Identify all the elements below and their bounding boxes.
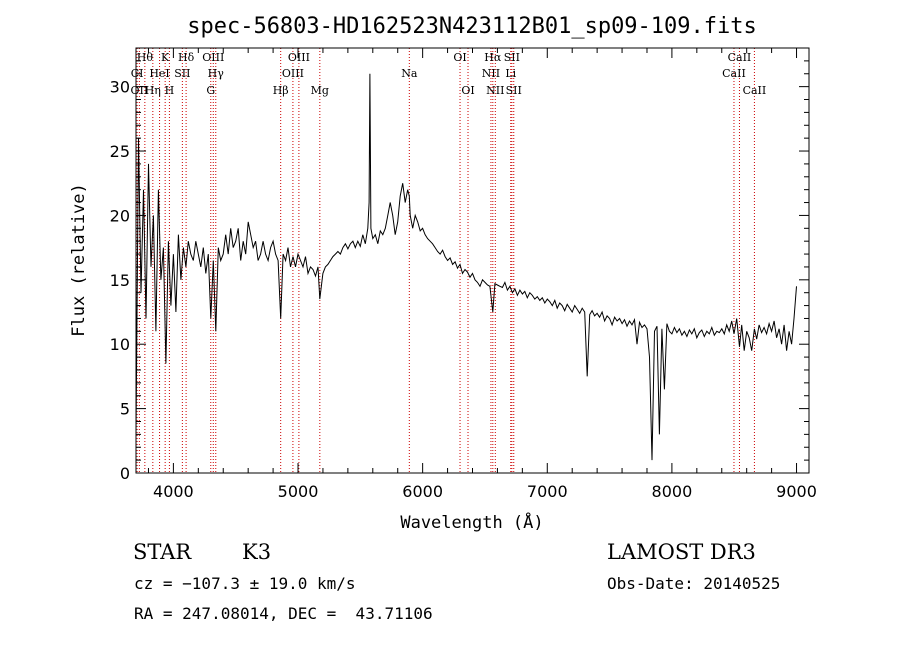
line-label: Hγ bbox=[208, 67, 225, 80]
line-label: H bbox=[165, 84, 175, 97]
y-tick-label: 20 bbox=[110, 206, 130, 225]
line-label: SII bbox=[504, 51, 520, 64]
line-label: SII bbox=[174, 67, 190, 80]
line-label: Hθ bbox=[137, 51, 154, 64]
line-label: Na bbox=[401, 67, 418, 80]
line-label: Mg bbox=[311, 84, 329, 97]
line-label: OII bbox=[131, 84, 149, 97]
line-label: NII bbox=[486, 84, 504, 97]
x-tick-label: 7000 bbox=[527, 482, 568, 501]
x-axis-ticks: 4000 5000 6000 7000 8000 9000 bbox=[147, 48, 817, 501]
obs-date: Obs-Date: 20140525 bbox=[607, 574, 781, 593]
line-label: OIII bbox=[282, 67, 304, 80]
object-subclass: K3 bbox=[242, 540, 272, 564]
redshift-readout: cz = −107.3 ± 19.0 km/s bbox=[134, 574, 356, 593]
y-tick-label: 0 bbox=[120, 464, 130, 483]
line-label: CaII bbox=[728, 51, 752, 64]
x-tick-label: 9000 bbox=[776, 482, 817, 501]
plot-frame bbox=[135, 47, 810, 474]
object-class: STAR bbox=[133, 540, 192, 564]
x-tick-label: 5000 bbox=[278, 482, 319, 501]
x-tick-label: 4000 bbox=[153, 482, 194, 501]
line-label: OI bbox=[453, 51, 466, 64]
line-label: CaII bbox=[743, 84, 767, 97]
y-tick-label: 30 bbox=[110, 78, 130, 97]
y-tick-label: 25 bbox=[110, 142, 130, 161]
emission-line-labels: CIOIIHθHηHeIKHSIIHδGOIIIHγHβOIIIOIIIMgNa… bbox=[131, 51, 767, 97]
survey-name: LAMOST DR3 bbox=[607, 540, 756, 564]
y-axis-ticks: 0 5 10 15 20 25 30 bbox=[110, 60, 809, 483]
emission-line-markers bbox=[136, 48, 755, 473]
line-label: K bbox=[161, 51, 170, 64]
y-tick-label: 10 bbox=[110, 335, 130, 354]
line-label: Hη bbox=[145, 84, 161, 97]
line-label: Hα bbox=[484, 51, 502, 64]
x-tick-label: 6000 bbox=[402, 482, 443, 501]
line-label: OIII bbox=[288, 51, 310, 64]
line-label: Hβ bbox=[273, 84, 289, 97]
line-label: CaII bbox=[722, 67, 746, 80]
spectrum-line bbox=[135, 73, 797, 461]
y-axis-label: Flux (relative) bbox=[69, 183, 89, 337]
line-label: HeI bbox=[149, 67, 169, 80]
x-tick-label: 8000 bbox=[652, 482, 693, 501]
line-label: Li bbox=[505, 67, 516, 80]
chart-title: spec-56803-HD162523N423112B01_sp09-109.f… bbox=[187, 14, 757, 39]
line-label: NII bbox=[482, 67, 500, 80]
line-label: G bbox=[206, 84, 215, 97]
line-label: SII bbox=[506, 84, 522, 97]
y-tick-label: 15 bbox=[110, 271, 130, 290]
x-axis-label: Wavelength (Å) bbox=[400, 511, 543, 533]
y-tick-label: 5 bbox=[120, 400, 130, 419]
line-label: Hδ bbox=[178, 51, 195, 64]
coordinates: RA = 247.08014, DEC = 43.71106 bbox=[134, 604, 433, 623]
line-label: OIII bbox=[202, 51, 224, 64]
line-label: OI bbox=[461, 84, 474, 97]
